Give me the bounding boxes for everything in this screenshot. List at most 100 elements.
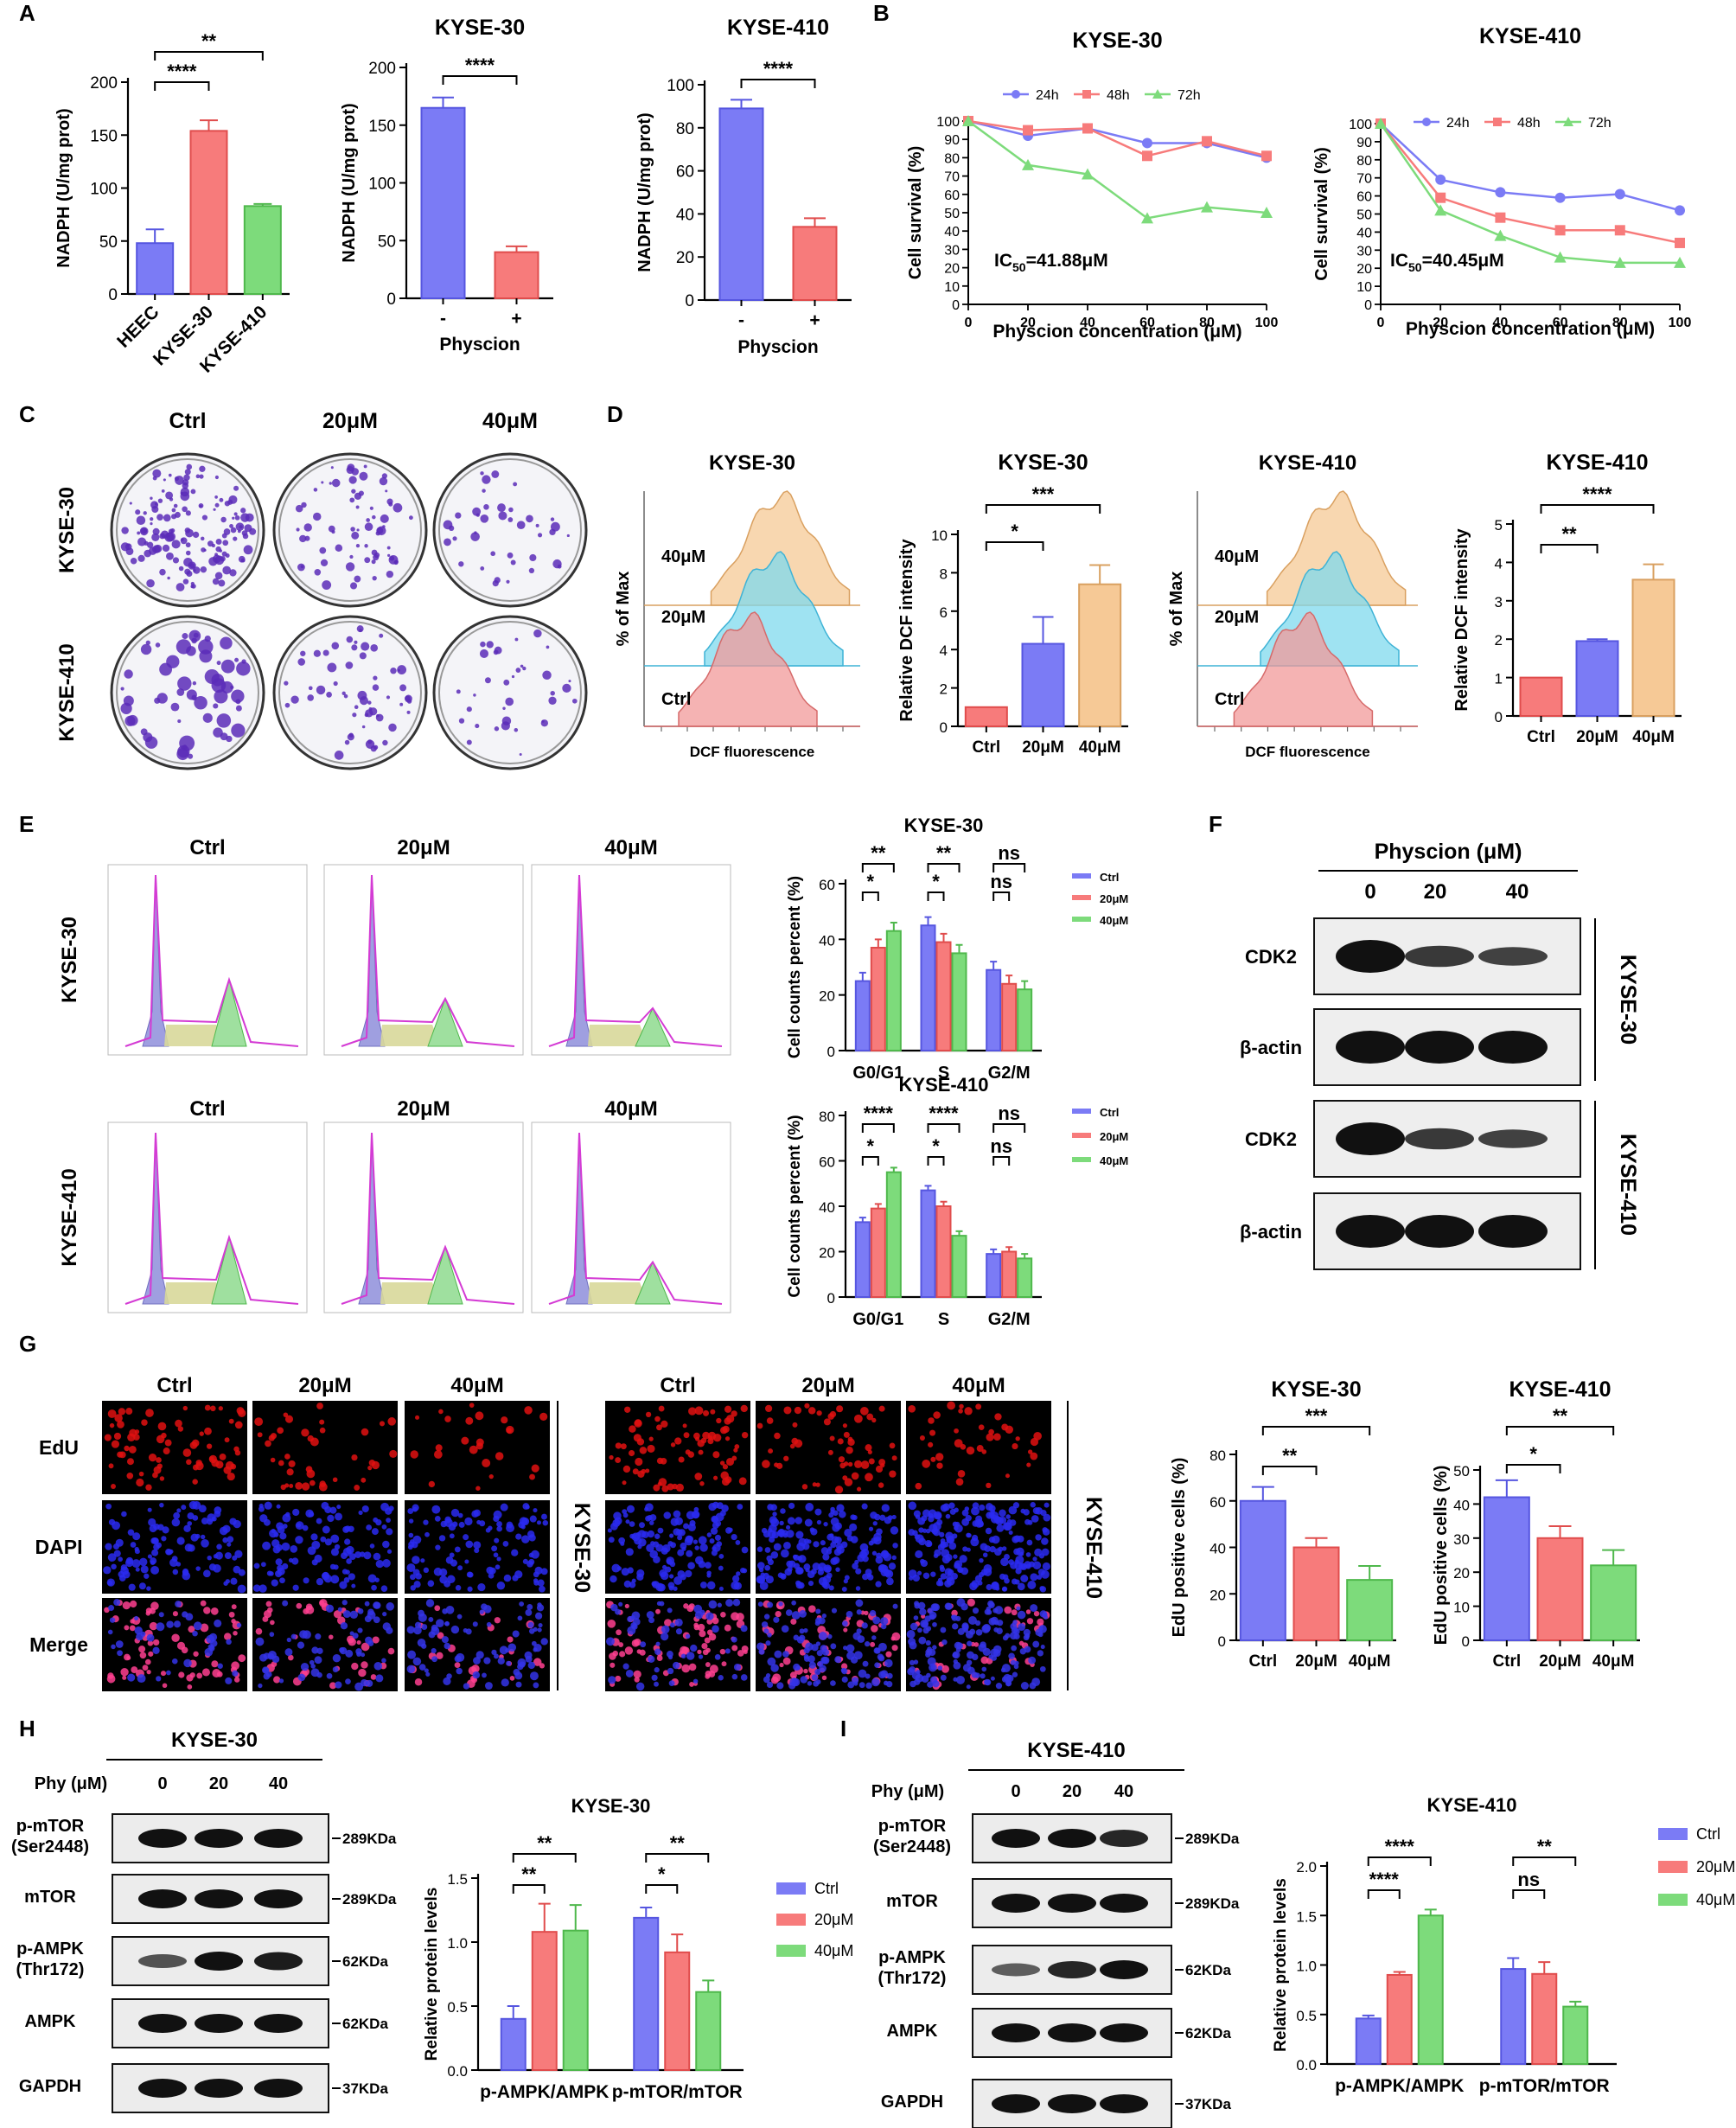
cell-nucleus bbox=[372, 1636, 380, 1644]
cell-nucleus bbox=[722, 1464, 729, 1470]
histogram-row-label: KYSE-30 bbox=[58, 917, 81, 1003]
cell-nucleus bbox=[139, 1652, 147, 1659]
cell-nucleus bbox=[998, 1546, 1004, 1552]
cell-nucleus bbox=[830, 1680, 836, 1686]
blot-row-label: β-actin bbox=[1240, 1221, 1302, 1243]
panel-label-a: A bbox=[19, 0, 35, 26]
bar bbox=[935, 1205, 952, 1298]
cell-nucleus bbox=[985, 1503, 993, 1511]
cell-nucleus bbox=[431, 1656, 438, 1663]
significance-bracket bbox=[645, 1884, 679, 1894]
cell-nucleus bbox=[134, 1429, 140, 1435]
ic50-annotation: IC50=40.45μM bbox=[1390, 251, 1504, 274]
cell-nucleus bbox=[959, 1403, 964, 1409]
cell-nucleus bbox=[118, 1408, 126, 1415]
cell-nucleus bbox=[851, 1472, 859, 1480]
colony bbox=[231, 689, 245, 703]
panel-label-g: G bbox=[19, 1331, 36, 1357]
cell-nucleus bbox=[631, 1578, 636, 1583]
ic50-subscript: 50 bbox=[1408, 260, 1422, 274]
colony bbox=[295, 504, 303, 513]
x-tick-label: p-mTOR/mTOR bbox=[1479, 2076, 1610, 2096]
data-point bbox=[962, 115, 974, 126]
cell-nucleus bbox=[178, 1671, 185, 1678]
cell-nucleus bbox=[380, 1585, 388, 1592]
image-row-label: DAPI bbox=[35, 1536, 83, 1558]
cell-nucleus bbox=[386, 1626, 393, 1634]
cell-nucleus bbox=[476, 1519, 482, 1525]
colony bbox=[331, 642, 340, 650]
colony bbox=[126, 543, 131, 547]
cell-nucleus bbox=[764, 1564, 771, 1571]
colony bbox=[533, 629, 542, 638]
series-line bbox=[967, 119, 1267, 159]
cell-nucleus bbox=[525, 1609, 533, 1616]
cell-nucleus bbox=[611, 1563, 621, 1573]
colony bbox=[320, 559, 329, 567]
cell-nucleus bbox=[711, 1550, 718, 1556]
colony bbox=[343, 693, 348, 699]
cell-nucleus bbox=[529, 1515, 537, 1523]
colony bbox=[199, 474, 204, 479]
x-tick-label: 0 bbox=[965, 316, 973, 330]
cell-nucleus bbox=[122, 1601, 131, 1610]
legend-label: 20μM bbox=[1100, 1130, 1128, 1143]
cell-nucleus bbox=[876, 1552, 882, 1559]
cell-nucleus bbox=[161, 1536, 167, 1542]
cell-nucleus bbox=[647, 1444, 655, 1454]
colony bbox=[198, 503, 204, 508]
cell-nucleus bbox=[337, 1607, 342, 1612]
significance-bracket bbox=[512, 1853, 577, 1863]
cell-nucleus bbox=[356, 1639, 361, 1646]
series-line bbox=[967, 119, 1267, 220]
cell-nucleus bbox=[524, 1406, 533, 1415]
colony bbox=[316, 685, 326, 695]
cell-nucleus bbox=[440, 1520, 447, 1528]
colony bbox=[528, 567, 535, 574]
cell-nucleus bbox=[370, 1674, 377, 1680]
cell-nucleus bbox=[195, 1533, 201, 1539]
significance-label: ns bbox=[1517, 1869, 1540, 1890]
y-tick-label: 40 bbox=[1356, 226, 1372, 240]
legend-label: 20μM bbox=[1100, 892, 1128, 905]
colony bbox=[313, 488, 318, 492]
cell-nucleus bbox=[880, 1617, 889, 1626]
colony bbox=[371, 559, 376, 565]
cell-nucleus bbox=[407, 1650, 417, 1659]
cell-nucleus bbox=[888, 1562, 897, 1570]
cell-nucleus bbox=[346, 1635, 354, 1644]
bar bbox=[920, 1189, 936, 1298]
cell-nucleus bbox=[683, 1523, 689, 1530]
legend-marker bbox=[1152, 89, 1163, 99]
cell-nucleus bbox=[369, 1543, 375, 1549]
cell-nucleus bbox=[464, 1517, 473, 1526]
plate-column-label: Ctrl bbox=[169, 409, 206, 433]
cell-nucleus bbox=[988, 1601, 995, 1608]
cell-nucleus bbox=[918, 1636, 927, 1645]
colony bbox=[249, 527, 257, 535]
cell-nucleus bbox=[196, 1672, 203, 1679]
cell-nucleus bbox=[145, 1484, 152, 1491]
x-tick-label: S bbox=[938, 1310, 949, 1329]
cell-nucleus bbox=[780, 1508, 786, 1514]
significance-bracket bbox=[992, 863, 1026, 872]
cell-nucleus bbox=[219, 1526, 228, 1536]
cell-nucleus bbox=[189, 1672, 195, 1678]
cell-nucleus bbox=[288, 1460, 296, 1467]
y-tick-label: 100 bbox=[368, 176, 396, 194]
colony bbox=[201, 514, 208, 521]
cell-nucleus bbox=[282, 1513, 291, 1523]
legend-swatch bbox=[1072, 873, 1091, 879]
cell-nucleus bbox=[412, 1657, 422, 1666]
cell-nucleus bbox=[175, 1419, 182, 1428]
ic50-annotation: IC50=41.88μM bbox=[994, 251, 1108, 274]
colony bbox=[494, 726, 500, 732]
cell-nucleus bbox=[488, 1525, 493, 1530]
cell-nucleus bbox=[940, 1538, 946, 1543]
colony bbox=[214, 572, 223, 580]
data-point bbox=[1674, 256, 1686, 268]
cell-nucleus bbox=[156, 1542, 162, 1549]
bar bbox=[1417, 1914, 1444, 2065]
significance-bracket bbox=[1261, 1466, 1318, 1475]
cell-nucleus bbox=[493, 1510, 502, 1519]
